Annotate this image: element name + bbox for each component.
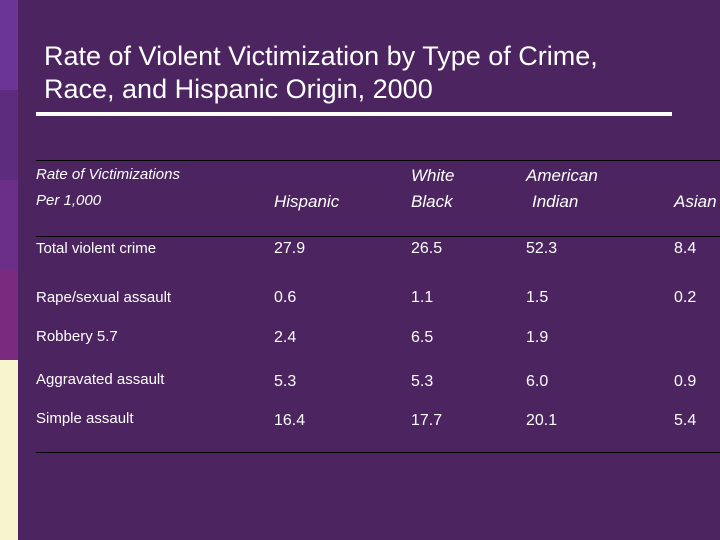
row-label: Aggravated assault [36,371,165,388]
header-black: Black [411,192,453,211]
cell-black: 26.5 [411,240,443,257]
accent-segment [0,0,18,90]
cell-asian: 8.4 [674,240,697,257]
slide-title: Rate of Violent Victimization by Type of… [44,40,684,106]
row-label: Total violent crime [36,240,157,257]
row-label: Simple assault [36,410,134,427]
row-label: Robbery 5.7 [36,328,118,345]
cell-hispanic: 16.4 [274,412,306,429]
cell-asian: 5.4 [674,412,697,429]
cell-asian: 0.9 [674,373,697,390]
accent-segment [0,180,18,270]
accent-segment [0,270,18,360]
header-rate-line2: Per 1,000 [36,192,102,209]
header-asian: Asian [674,192,717,211]
slide-title-line1: Rate of Violent Victimization by Type of… [44,41,598,71]
header-rate-line1: Rate of Victimizations [36,166,180,183]
cell-asian: 0.2 [674,289,697,306]
header-white: White [411,166,455,185]
row-label: Rape/sexual assault [36,289,172,306]
accent-segment [0,360,18,540]
cell-black: 1.1 [411,289,434,306]
accent-segment [0,90,18,180]
header-indian: Indian [532,192,579,211]
cell-american-indian: 6.0 [526,373,549,390]
cell-hispanic: 0.6 [274,289,297,306]
cell-hispanic: 5.3 [274,373,297,390]
slide-title-line2: Race, and Hispanic Origin, 2000 [44,74,433,104]
cell-black: 6.5 [411,329,434,346]
cell-black: 17.7 [411,412,443,429]
header-hispanic: Hispanic [274,192,340,211]
cell-american-indian: 20.1 [526,412,558,429]
cell-hispanic: 2.4 [274,329,297,346]
cell-hispanic: 27.9 [274,240,306,257]
left-accent-bar [0,0,18,540]
cell-black: 5.3 [411,373,434,390]
cell-american-indian: 1.9 [526,329,549,346]
cell-american-indian: 1.5 [526,289,549,306]
table-bottom-rule [36,452,720,453]
header-american: American [526,166,598,185]
title-underline [36,112,672,116]
cell-american-indian: 52.3 [526,240,558,257]
table-header-rule [36,236,720,237]
table-top-rule [36,160,720,161]
